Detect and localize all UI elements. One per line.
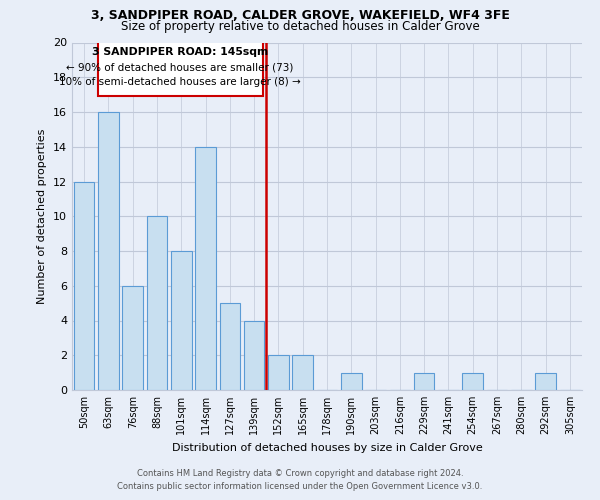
Text: Contains HM Land Registry data © Crown copyright and database right 2024.
Contai: Contains HM Land Registry data © Crown c… — [118, 469, 482, 491]
Bar — [463, 372, 483, 390]
Bar — [292, 355, 313, 390]
Bar — [98, 112, 119, 390]
Bar — [414, 372, 434, 390]
Y-axis label: Number of detached properties: Number of detached properties — [37, 128, 47, 304]
Text: 3 SANDPIPER ROAD: 145sqm: 3 SANDPIPER ROAD: 145sqm — [92, 47, 268, 57]
Bar — [341, 372, 362, 390]
Text: 3, SANDPIPER ROAD, CALDER GROVE, WAKEFIELD, WF4 3FE: 3, SANDPIPER ROAD, CALDER GROVE, WAKEFIE… — [91, 9, 509, 22]
Bar — [220, 303, 240, 390]
FancyBboxPatch shape — [97, 39, 263, 96]
Text: ← 90% of detached houses are smaller (73): ← 90% of detached houses are smaller (73… — [67, 62, 294, 72]
Bar — [146, 216, 167, 390]
Bar — [74, 182, 94, 390]
Bar — [535, 372, 556, 390]
Bar — [195, 147, 216, 390]
Bar — [268, 355, 289, 390]
Text: 10% of semi-detached houses are larger (8) →: 10% of semi-detached houses are larger (… — [59, 77, 301, 87]
Bar — [171, 251, 191, 390]
Bar — [244, 320, 265, 390]
X-axis label: Distribution of detached houses by size in Calder Grove: Distribution of detached houses by size … — [172, 442, 482, 452]
Bar — [122, 286, 143, 390]
Text: Size of property relative to detached houses in Calder Grove: Size of property relative to detached ho… — [121, 20, 479, 33]
